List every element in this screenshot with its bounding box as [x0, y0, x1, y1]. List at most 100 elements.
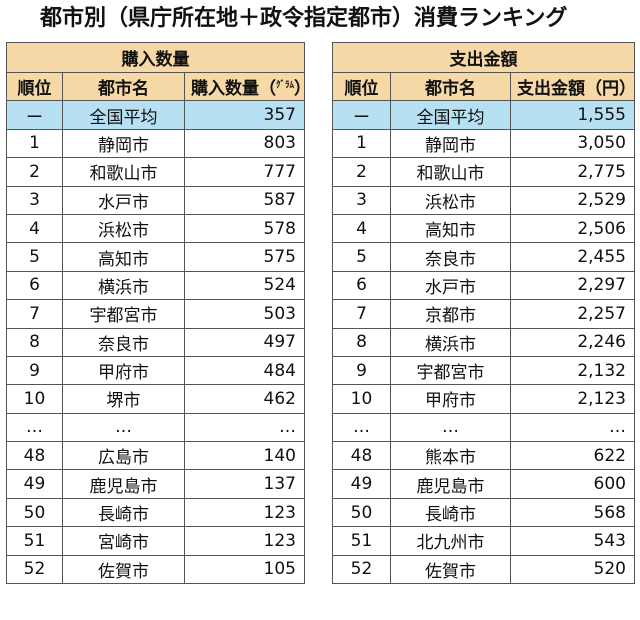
rank-cell: 9 [332, 355, 391, 386]
rank-cell: 7 [6, 299, 63, 329]
city-cell: 奈良市 [62, 327, 185, 357]
rank-cell: 5 [6, 242, 63, 272]
city-cell: 宇都宮市 [390, 355, 511, 386]
rank-cell: 8 [6, 327, 63, 357]
value-cell: 2,297 [510, 270, 635, 301]
rank-cell: 1 [332, 128, 391, 159]
table-row: 1 静岡市 3,050 [332, 128, 635, 159]
table-row: 51 北九州市 543 [332, 526, 635, 556]
rank-cell: 6 [332, 270, 391, 301]
city-cell: 甲府市 [390, 384, 511, 414]
value-cell: 484 [184, 355, 305, 386]
value-cell: 2,257 [510, 299, 635, 329]
value-cell: 2,132 [510, 355, 635, 386]
table-row: ……… [6, 412, 305, 443]
rank-cell: 50 [332, 497, 391, 528]
table-row: 52 佐賀市 520 [332, 554, 635, 585]
page-title: 都市別（県庁所在地＋政令指定都市）消費ランキング [40, 6, 568, 31]
table-row: 7 宇都宮市 503 [6, 299, 305, 329]
rank-cell: 49 [6, 469, 63, 499]
city-cell: 京都市 [390, 299, 511, 329]
quantity-column-header: 購入数量（ｸﾞﾗﾑ） [184, 71, 305, 102]
value-cell: 497 [184, 327, 305, 357]
city-cell: 佐賀市 [62, 554, 185, 585]
rank-cell: 52 [6, 554, 63, 585]
table-row: 48 広島市 140 [6, 441, 305, 471]
rank-cell: 10 [332, 384, 391, 414]
city-cell: 高知市 [62, 242, 185, 272]
city-cell: 静岡市 [390, 128, 511, 159]
city-cell: 横浜市 [390, 327, 511, 357]
value-cell: 3,050 [510, 128, 635, 159]
rank-cell: ー [332, 100, 391, 130]
value-cell: 140 [184, 441, 305, 471]
national-average-row: ー全国平均 357 [6, 100, 305, 130]
value-cell: 2,455 [510, 242, 635, 272]
table-row: 51 宮崎市 123 [6, 526, 305, 556]
city-cell: 鹿児島市 [62, 469, 185, 499]
table-row: 8 奈良市 497 [6, 327, 305, 357]
value-cell: 568 [510, 497, 635, 528]
value-cell: 587 [184, 185, 305, 215]
city-cell: 奈良市 [390, 242, 511, 272]
city-cell: 水戸市 [390, 270, 511, 301]
rank-cell: … [332, 412, 391, 443]
value-cell: 2,529 [510, 185, 635, 215]
rank-cell: 2 [332, 157, 391, 187]
value-cell: 2,775 [510, 157, 635, 187]
rank-cell: 3 [6, 185, 63, 215]
rank-cell: 9 [6, 355, 63, 386]
city-cell: 和歌山市 [62, 157, 185, 187]
value-cell: 137 [184, 469, 305, 499]
table-row: 4 浜松市 578 [6, 213, 305, 244]
rank-cell: 48 [332, 441, 391, 471]
rank-cell: 52 [332, 554, 391, 585]
city-cell: 佐賀市 [390, 554, 511, 585]
table-row: 10 甲府市 2,123 [332, 384, 635, 414]
table-row: ……… [332, 412, 635, 443]
table-row: 48 熊本市 622 [332, 441, 635, 471]
city-cell: 全国平均 [62, 100, 185, 130]
city-cell: 浜松市 [62, 213, 185, 244]
rank-cell: 3 [332, 185, 391, 215]
spending-group-header: 支出金額 [332, 42, 635, 73]
value-cell: 462 [184, 384, 305, 414]
value-cell: 123 [184, 526, 305, 556]
value-cell: 520 [510, 554, 635, 585]
value-cell: … [510, 412, 635, 443]
city-cell: 水戸市 [62, 185, 185, 215]
rank-cell: 4 [6, 213, 63, 244]
value-cell: 524 [184, 270, 305, 301]
city-cell: … [62, 412, 185, 443]
gram-unit-label: ｸﾞﾗﾑ [276, 80, 295, 91]
table-row: 6 横浜市 524 [6, 270, 305, 301]
table-row: 50 長崎市 568 [332, 497, 635, 528]
rank-cell: 7 [332, 299, 391, 329]
rank-cell: 10 [6, 384, 63, 414]
table-row: 9 甲府市 484 [6, 355, 305, 386]
city-cell: 宮崎市 [62, 526, 185, 556]
value-cell: … [184, 412, 305, 443]
table-row: 50 長崎市 123 [6, 497, 305, 528]
rank-cell: … [6, 412, 63, 443]
rank-column-header: 順位 [6, 71, 63, 102]
rank-cell: 2 [6, 157, 63, 187]
value-cell: 2,246 [510, 327, 635, 357]
rank-cell: ー [6, 100, 63, 130]
city-cell: 熊本市 [390, 441, 511, 471]
city-cell: 堺市 [62, 384, 185, 414]
table-row: 2 和歌山市 2,775 [332, 157, 635, 187]
city-column-header: 都市名 [62, 71, 185, 102]
purchase-quantity-table: 購入数量 順位 都市名 購入数量（ｸﾞﾗﾑ） ー全国平均3571静岡市8032和… [6, 42, 305, 585]
spending-amount-table: 支出金額 順位 都市名 支出金額（円） ー全国平均 1,555 1 静岡市 3,050 2… [332, 42, 635, 585]
table-row: 10 堺市 462 [6, 384, 305, 414]
city-cell: 高知市 [390, 213, 511, 244]
city-cell: 長崎市 [62, 497, 185, 528]
value-cell: 777 [184, 157, 305, 187]
value-cell: 357 [184, 100, 305, 130]
city-cell: 静岡市 [62, 128, 185, 159]
city-cell: 長崎市 [390, 497, 511, 528]
value-cell: 543 [510, 526, 635, 556]
value-cell: 2,506 [510, 213, 635, 244]
table-row: 7 京都市 2,257 [332, 299, 635, 329]
